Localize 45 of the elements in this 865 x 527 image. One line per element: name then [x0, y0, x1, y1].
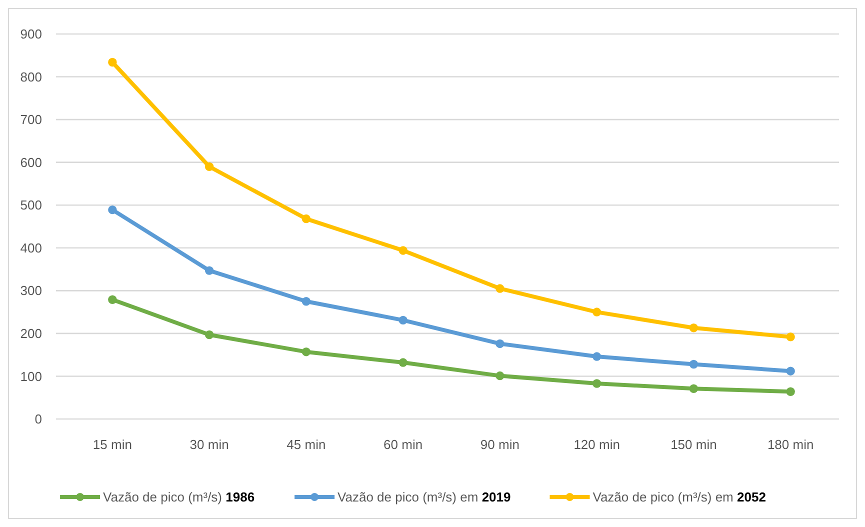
- x-tick-label: 45 min: [286, 437, 326, 452]
- legend-label: Vazão de pico (m³/s) 1986: [103, 490, 255, 505]
- point: [398, 358, 408, 367]
- point: [398, 246, 408, 255]
- point: [302, 347, 311, 356]
- point: [786, 332, 795, 342]
- x-tick-label: 150 min: [670, 437, 717, 452]
- legend-label: Vazão de pico (m³/s) em 2019: [338, 490, 511, 505]
- point: [398, 316, 408, 325]
- x-tick-label: 120 min: [574, 437, 620, 452]
- point: [496, 284, 504, 293]
- point: [302, 297, 311, 306]
- y-tick-label: 700: [20, 112, 42, 128]
- point: [204, 330, 214, 340]
- point: [108, 58, 117, 67]
- point: [786, 366, 795, 376]
- y-tick-label: 200: [20, 326, 42, 341]
- point: [689, 324, 698, 332]
- point: [204, 266, 214, 275]
- x-tick-label: 180 min: [767, 437, 814, 452]
- y-tick-label: 900: [20, 26, 42, 42]
- y-tick-label: 0: [34, 412, 42, 427]
- point: [592, 379, 602, 388]
- y-tick-label: 600: [20, 154, 42, 170]
- point: [592, 352, 602, 361]
- point: [108, 295, 117, 304]
- legend-label: Vazão de pico (m³/s) em 2052: [592, 490, 766, 505]
- x-tick-label: 60 min: [384, 437, 423, 452]
- point: [689, 360, 698, 369]
- y-tick-label: 400: [20, 240, 42, 256]
- x-tick-label: 15 min: [92, 437, 132, 452]
- point: [786, 387, 795, 396]
- x-tick-label: 90 min: [480, 437, 520, 452]
- point: [108, 205, 117, 214]
- y-tick-label: 300: [20, 283, 42, 298]
- point: [689, 384, 698, 393]
- x-tick-label: 30 min: [190, 437, 229, 452]
- point: [204, 162, 214, 171]
- point: [496, 371, 504, 380]
- y-tick-label: 500: [20, 198, 42, 213]
- y-tick-label: 100: [20, 368, 42, 384]
- y-tick-label: 800: [20, 69, 42, 84]
- point: [496, 339, 504, 348]
- point: [302, 214, 311, 224]
- point: [592, 308, 602, 316]
